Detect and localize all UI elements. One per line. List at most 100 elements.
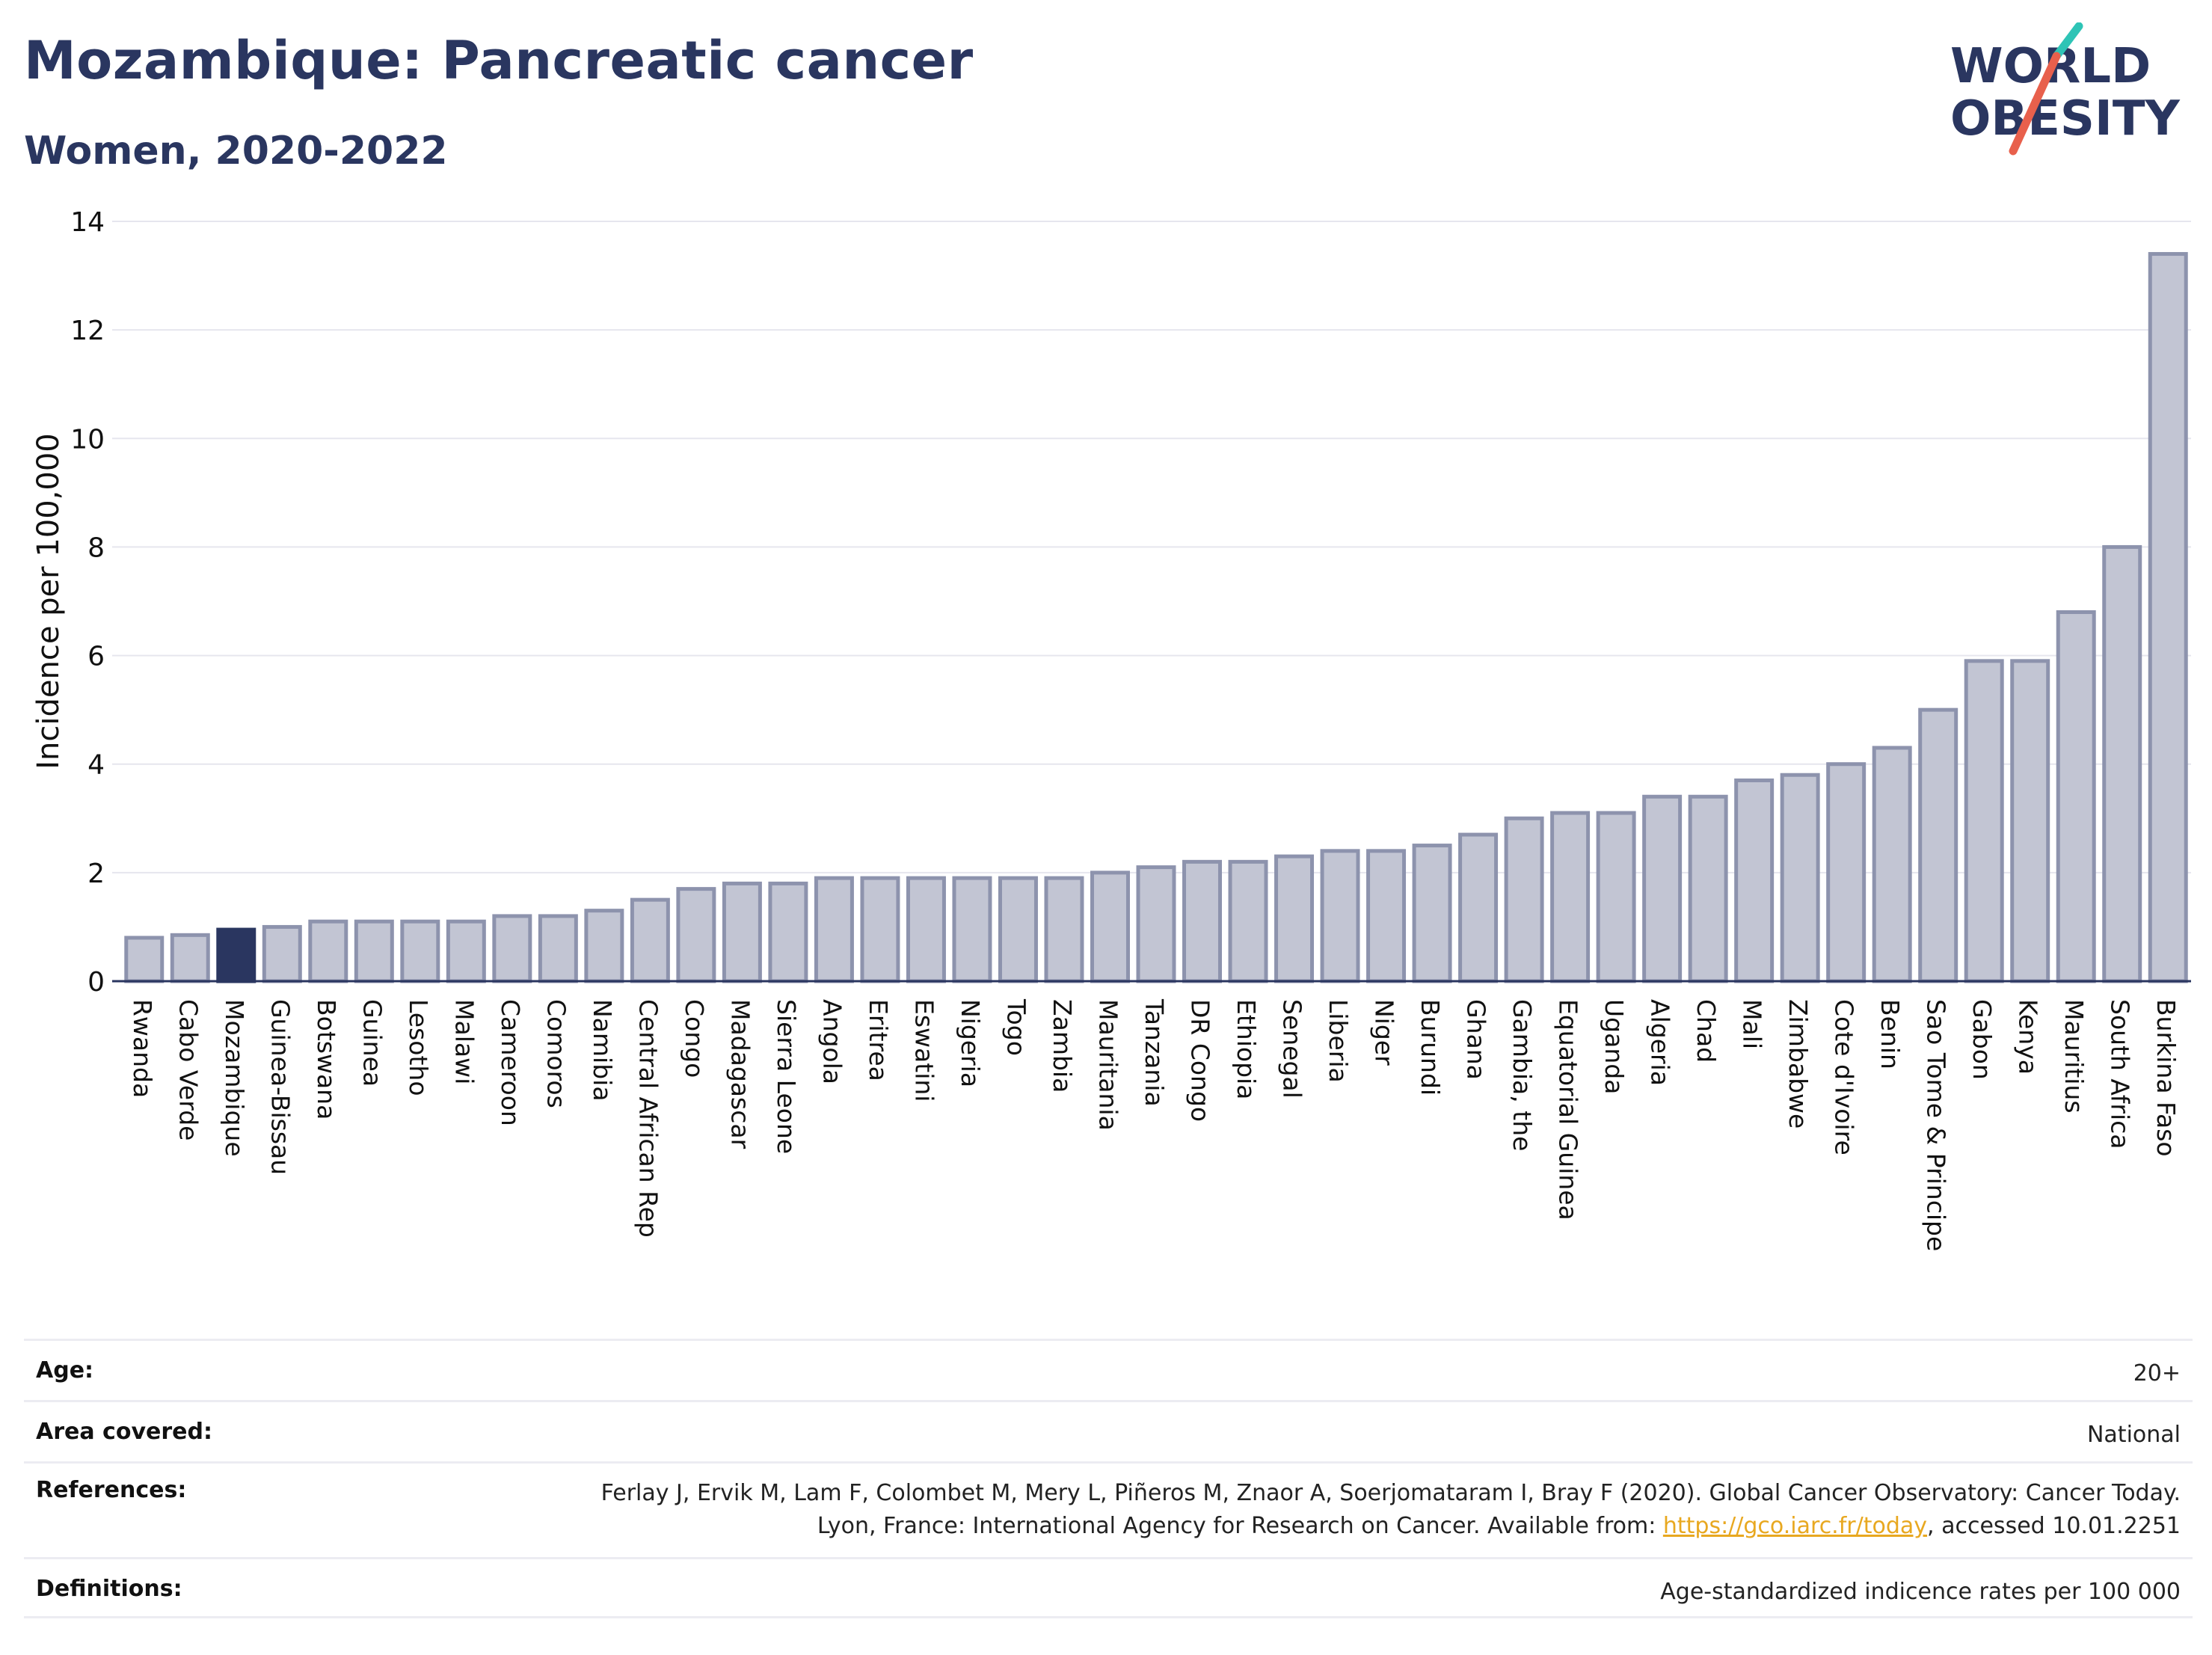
bar-madagascar bbox=[722, 881, 762, 983]
info-row-references: References: Ferlay J, Ervik M, Lam F, Co… bbox=[24, 1461, 2193, 1557]
y-tick-label: 10 bbox=[70, 424, 105, 455]
age-value: 20+ bbox=[2133, 1360, 2181, 1387]
bar-uganda bbox=[1596, 811, 1636, 983]
x-tick-label: Togo bbox=[1001, 998, 1030, 1056]
x-tick-label: Madagascar bbox=[725, 999, 755, 1149]
y-tick-label: 2 bbox=[87, 859, 105, 889]
y-tick-label: 4 bbox=[87, 750, 105, 781]
info-row-age: Age: 20+ bbox=[24, 1339, 2193, 1400]
references-value: Ferlay J, Ervik M, Lam F, Colombet M, Me… bbox=[573, 1477, 2181, 1543]
x-tick-label: Guinea bbox=[357, 999, 387, 1087]
bar-dr-congo bbox=[1182, 859, 1223, 983]
x-tick-label: Namibia bbox=[588, 999, 617, 1102]
chart-title: Mozambique: Pancreatic cancer bbox=[24, 30, 974, 91]
x-tick-label: Comoros bbox=[541, 999, 571, 1108]
x-tick-label: Sierra Leone bbox=[772, 999, 801, 1154]
bar-mauritius bbox=[2056, 610, 2096, 983]
bar-ghana bbox=[1458, 832, 1499, 983]
x-tick-label: Cameroon bbox=[496, 999, 525, 1126]
bar-sao-tome-principe bbox=[1918, 707, 1958, 983]
bar-kenya bbox=[2010, 659, 2050, 983]
logo-slash-teal bbox=[2052, 22, 2083, 61]
y-tick-label: 8 bbox=[87, 532, 105, 563]
x-tick-label: Ghana bbox=[1462, 999, 1491, 1080]
x-tick-label: Mozambique bbox=[220, 999, 249, 1157]
info-row-definitions: Definitions: Age-standardized indicence … bbox=[24, 1557, 2193, 1618]
area-label: Area covered: bbox=[36, 1419, 212, 1445]
y-tick-label: 6 bbox=[87, 642, 105, 672]
bar-burkina-faso bbox=[2148, 252, 2188, 983]
x-tick-label: Angola bbox=[817, 999, 847, 1084]
x-tick-label: Algeria bbox=[1646, 999, 1675, 1086]
definitions-value: Age-standardized indicence rates per 100… bbox=[1660, 1579, 2181, 1605]
x-tick-label: Benin bbox=[1875, 999, 1905, 1069]
bar-mozambique bbox=[216, 927, 256, 983]
references-link[interactable]: https://gco.iarc.fr/today bbox=[1662, 1513, 1928, 1539]
bar-burundi bbox=[1412, 844, 1452, 983]
info-table: Age: 20+ Area covered: National Referenc… bbox=[24, 1339, 2193, 1618]
world-obesity-logo: WORLD OBESITY bbox=[1950, 22, 2180, 156]
bar-namibia bbox=[584, 909, 624, 983]
bar-central-african-rep bbox=[630, 897, 670, 983]
bar-niger bbox=[1366, 849, 1407, 983]
x-tick-label: Ethiopia bbox=[1232, 999, 1261, 1099]
x-tick-label: Burkina Faso bbox=[2151, 999, 2181, 1157]
bar-nigeria bbox=[952, 876, 992, 983]
x-tick-label: Gambia, the bbox=[1508, 999, 1537, 1151]
bar-congo bbox=[676, 887, 716, 983]
bar-guinea bbox=[354, 919, 394, 983]
x-tick-label: Cabo Verde bbox=[173, 999, 203, 1140]
bar-benin bbox=[1872, 746, 1912, 983]
x-tick-label: Zambia bbox=[1048, 999, 1077, 1093]
references-accessed: , accessed 10.01.2251 bbox=[1927, 1513, 2181, 1539]
x-tick-label: Mauritania bbox=[1093, 999, 1122, 1131]
bar-eswatini bbox=[906, 876, 946, 983]
bar-zimbabwe bbox=[1780, 773, 1820, 983]
x-tick-label: Rwanda bbox=[128, 999, 157, 1098]
bar-togo bbox=[998, 876, 1038, 983]
bar-comoros bbox=[538, 914, 578, 983]
x-tick-label: Eritrea bbox=[864, 999, 893, 1081]
age-label: Age: bbox=[36, 1357, 94, 1384]
x-tick-label: Congo bbox=[680, 999, 709, 1078]
bar-gabon bbox=[1964, 659, 2004, 983]
x-tick-label: DR Congo bbox=[1186, 999, 1215, 1122]
info-row-area: Area covered: National bbox=[24, 1400, 2193, 1461]
x-tick-label: Liberia bbox=[1324, 999, 1353, 1083]
bar-guinea-bissau bbox=[262, 924, 302, 983]
bar-mali bbox=[1734, 778, 1775, 983]
bar-gambia-the bbox=[1504, 816, 1544, 983]
references-label: References: bbox=[36, 1477, 187, 1503]
x-tick-label: Zimbabwe bbox=[1784, 999, 1813, 1129]
references-text: Ferlay J, Ervik M, Lam F, Colombet M, Me… bbox=[600, 1480, 2181, 1539]
bar-south-africa bbox=[2102, 544, 2142, 983]
bar-ethiopia bbox=[1228, 859, 1268, 983]
definitions-label: Definitions: bbox=[36, 1576, 182, 1602]
bar-eritrea bbox=[860, 876, 900, 983]
x-axis-labels: Rwanda Cabo Verde Mozambique Guinea-Bissau B… bbox=[128, 998, 2181, 1251]
x-tick-label: Uganda bbox=[1600, 999, 1629, 1094]
x-tick-label: Mauritius bbox=[2059, 999, 2089, 1114]
bar-zambia bbox=[1044, 876, 1084, 983]
y-axis-label: Incidence per 100,000 bbox=[31, 433, 66, 770]
x-tick-label: Mali bbox=[1738, 999, 1767, 1049]
x-tick-label: Cote d'Ivoire bbox=[1830, 999, 1859, 1155]
x-tick-label: Chad bbox=[1692, 999, 1721, 1063]
bar-botswana bbox=[308, 919, 348, 983]
x-tick-label: Botswana bbox=[312, 999, 341, 1120]
logo-text-obesity: OBESITY bbox=[1950, 91, 2180, 147]
x-tick-label: Kenya bbox=[2014, 999, 2043, 1075]
x-tick-label: Eswatini bbox=[909, 999, 938, 1102]
x-tick-label: South Africa bbox=[2106, 999, 2135, 1149]
area-value: National bbox=[2086, 1422, 2181, 1448]
bar-chart: 0 2 4 6 8 10 12 14 Rwanda Cabo Verde Mozambique Gu… bbox=[31, 207, 2191, 1251]
bar-senegal bbox=[1274, 854, 1315, 983]
x-tick-label: Nigeria bbox=[956, 999, 985, 1087]
x-tick-label: Equatorial Guinea bbox=[1554, 999, 1583, 1220]
bar-mauritania bbox=[1090, 871, 1130, 983]
x-tick-label: Burundi bbox=[1416, 999, 1445, 1096]
bar-cabo-verde bbox=[170, 933, 210, 983]
x-tick-label: Lesotho bbox=[404, 999, 433, 1096]
chart-subtitle: Women, 2020-2022 bbox=[24, 129, 448, 174]
x-tick-label: Guinea-Bissau bbox=[265, 999, 295, 1175]
